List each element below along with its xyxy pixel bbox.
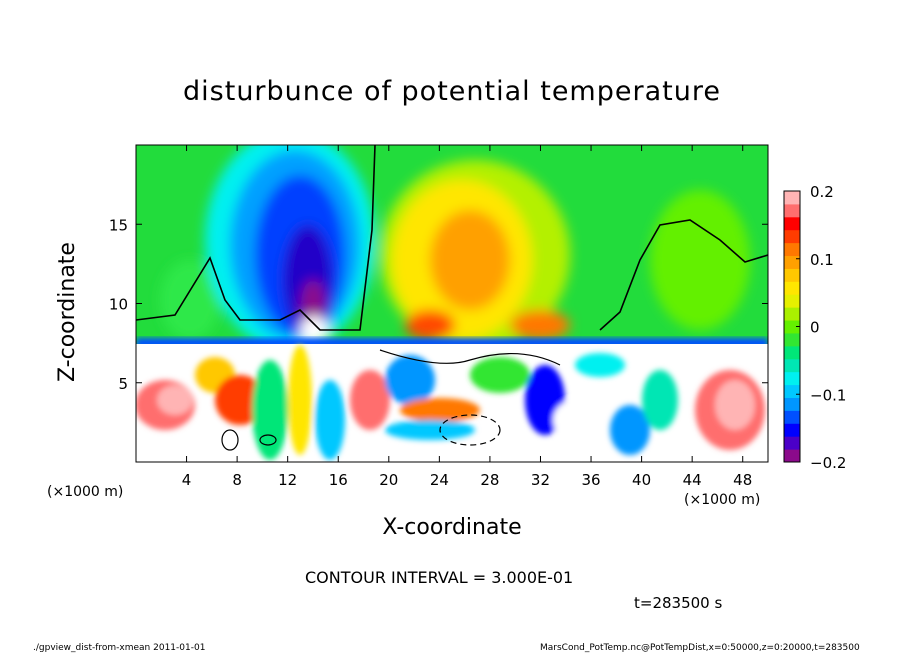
colorbar-tick-label: −0.1	[810, 386, 846, 404]
colorbar-swatch	[784, 203, 800, 218]
time-label: t=283500 s	[634, 594, 723, 612]
colorbar-swatch	[784, 397, 800, 411]
colorbar-swatch	[784, 216, 800, 231]
colorbar-tick-label: 0.1	[810, 251, 834, 269]
colorbar-swatch	[784, 332, 800, 347]
chart-title: disturbunce of potential temperature	[183, 76, 721, 107]
colorbar-swatch	[784, 242, 800, 257]
colorbar-swatch	[784, 229, 800, 244]
colorbar-tick-label: 0	[810, 319, 820, 337]
y-axis-label: Z-coordinate	[55, 242, 80, 382]
x-tick-label: 16	[329, 471, 348, 489]
colorbar-swatch	[784, 449, 800, 463]
x-tick-label: 40	[632, 471, 651, 489]
colorbar-swatch	[784, 191, 800, 205]
colorbar: 0.2 0.1 0 −0.1 −0.2	[783, 183, 846, 472]
x-tick-label: 24	[430, 471, 449, 489]
x-tick-label: 48	[733, 471, 752, 489]
x-axis-label: X-coordinate	[382, 515, 522, 540]
colorbar-tick-label: 0.2	[810, 183, 834, 201]
contour-interval-label: CONTOUR INTERVAL = 3.000E-01	[305, 568, 574, 587]
colorbar-swatch	[784, 436, 800, 450]
colorbar-swatch	[784, 268, 800, 282]
colorbar-swatch	[784, 255, 800, 269]
x-tick-label: 12	[278, 471, 297, 489]
y-tick-label: 10	[109, 296, 128, 314]
colorbar-swatch	[784, 307, 800, 321]
colorbar-swatch	[784, 281, 800, 295]
colorbar-tick-label: −0.2	[810, 454, 846, 472]
x-tick-label: 44	[683, 471, 702, 489]
colorbar-swatch	[784, 294, 800, 308]
x-tick-label: 8	[232, 471, 242, 489]
plot-area	[136, 145, 768, 462]
x-tick-label: 28	[480, 471, 499, 489]
y-tick-label: 5	[118, 375, 128, 393]
colorbar-swatch	[784, 384, 800, 398]
x-axis: 4 8 12 16 20 24 28 32 36 40 44 48	[182, 145, 752, 489]
colorbar-swatch	[784, 371, 800, 386]
x-tick-label: 20	[379, 471, 398, 489]
y-axis: 5 10 15	[109, 216, 768, 393]
footer-data-source: MarsCond_PotTemp.nc@PotTempDist,x=0:5000…	[540, 643, 860, 653]
colorbar-swatch	[784, 410, 800, 424]
colorbar-swatch	[784, 358, 800, 373]
x-tick-label: 36	[581, 471, 600, 489]
x-unit-label-right: (×1000 m)	[684, 492, 761, 508]
colorbar-swatch	[784, 320, 800, 334]
y-tick-label: 15	[109, 216, 128, 234]
x-unit-label-left: (×1000 m)	[47, 484, 124, 500]
x-tick-label: 32	[531, 471, 550, 489]
footer-script-name: ./gpview_dist-from-xmean 2011-01-01	[33, 643, 206, 653]
x-tick-label: 4	[182, 471, 192, 489]
colorbar-swatch	[784, 345, 800, 360]
colorbar-swatch	[784, 423, 800, 437]
